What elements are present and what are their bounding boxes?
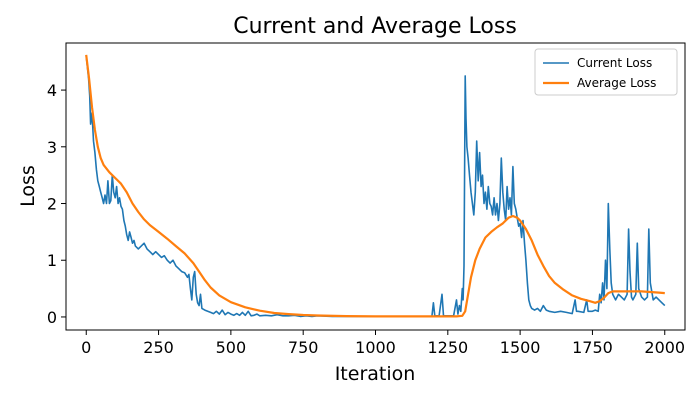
y-tick-label: 0 (47, 308, 57, 327)
chart-title: Current and Average Loss (233, 14, 517, 39)
x-tick-label: 1750 (572, 338, 613, 357)
y-tick-label: 2 (47, 195, 57, 214)
x-tick-label: 500 (216, 338, 247, 357)
x-axis: 0 250 500 750 1000 1250 1500 1750 2000 (81, 330, 685, 357)
y-tick-label: 4 (47, 81, 57, 100)
x-tick-label: 750 (288, 338, 319, 357)
legend: Current Loss Average Loss (534, 48, 678, 96)
legend-label: Average Loss (577, 76, 656, 90)
x-tick-label: 250 (143, 338, 174, 357)
x-tick-label: 0 (81, 338, 91, 357)
y-axis-label: Loss (17, 165, 39, 207)
x-axis-label: Iteration (335, 363, 416, 385)
legend-box (534, 48, 678, 96)
legend-label: Current Loss (577, 56, 652, 70)
y-tick-label: 1 (47, 251, 57, 270)
average-loss-line (85, 54, 665, 318)
y-axis: 0 1 2 3 4 (47, 81, 66, 327)
y-tick-label: 3 (47, 138, 57, 157)
x-tick-label: 1000 (355, 338, 396, 357)
x-tick-label: 1250 (427, 338, 468, 357)
series-layer (85, 54, 666, 318)
x-tick-label: 2000 (644, 338, 685, 357)
x-tick-label: 1500 (500, 338, 541, 357)
